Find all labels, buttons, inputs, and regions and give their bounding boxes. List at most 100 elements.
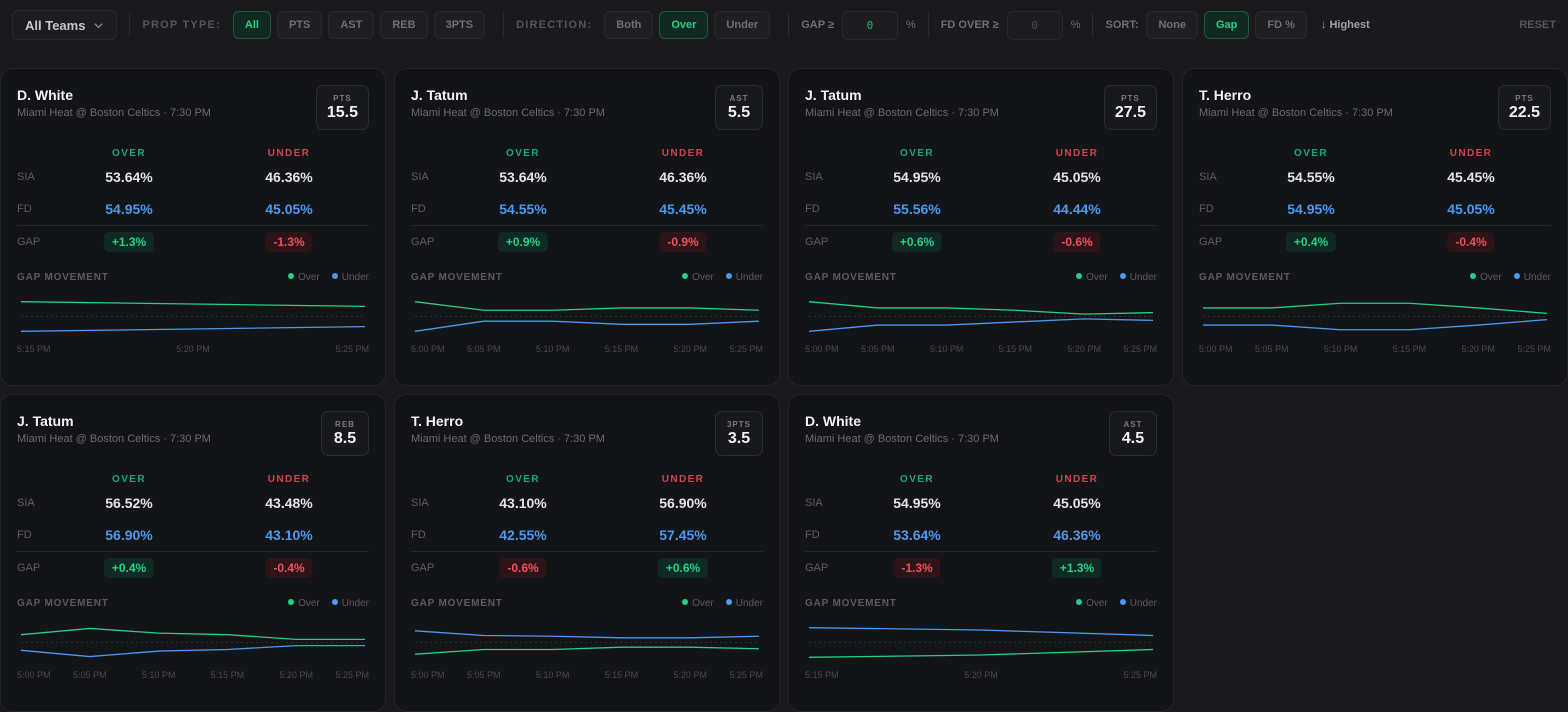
divider [129,13,131,37]
legend-under: Under [331,272,369,283]
x-tick-label: 5:00 PM [17,670,51,680]
prop-card[interactable]: J. Tatum Miami Heat @ Boston Celtics · 7… [788,68,1174,386]
prop-card[interactable]: T. Herro Miami Heat @ Boston Celtics · 7… [1182,68,1568,386]
gap-under-badge: -0.6% [1053,232,1101,252]
over-dot-icon [288,273,295,280]
x-tick-label: 5:20 PM [964,670,998,680]
sort-direction-button[interactable]: ↓ Highest [1320,19,1370,31]
fd-row-label: FD [411,529,426,541]
gap-movement-title: GAP MOVEMENT [17,598,109,609]
series-line-over [20,627,365,641]
series-line-over [1203,302,1548,315]
player-name: D. White [805,413,861,429]
fd-over-filter-label: FD OVER ≥ [940,19,999,31]
legend-under: Under [331,598,369,609]
direction-chip-both[interactable]: Both [604,11,654,39]
fd-over-value: 55.56% [893,201,941,217]
over-header: OVER [900,474,934,485]
sia-over-value: 54.95% [893,495,941,511]
sia-over-value: 53.64% [499,169,547,185]
over-header: OVER [506,474,540,485]
x-tick-label: 5:10 PM [142,670,176,680]
game-info: Miami Heat @ Boston Celtics · 7:30 PM [17,433,211,445]
prop-type-chip-3pts[interactable]: 3PTS [433,11,486,39]
x-tick-label: 5:25 PM [335,670,369,680]
prop-card[interactable]: D. White Miami Heat @ Boston Celtics · 7… [788,394,1174,712]
row-divider [17,225,369,226]
x-tick-label: 5:15 PM [17,344,51,354]
legend-under-label: Under [341,272,369,283]
gap-row-label: GAP [411,236,435,248]
legend-over-label: Over [298,598,320,609]
sort-chip-fd[interactable]: FD % [1255,11,1307,39]
legend-over: Over [288,598,320,609]
game-info: Miami Heat @ Boston Celtics · 7:30 PM [805,433,999,445]
prop-card[interactable]: J. Tatum Miami Heat @ Boston Celtics · 7… [394,68,780,386]
gap-row-label: GAP [17,236,41,248]
gap-over-badge: -1.3% [893,558,941,578]
gap-under-badge: +0.6% [657,558,709,578]
under-header: UNDER [267,474,311,485]
fd-over-value: 54.95% [1287,201,1335,217]
legend-over: Over [1470,272,1502,283]
prop-card[interactable]: J. Tatum Miami Heat @ Boston Celtics · 7… [0,394,386,712]
gap-row-label: GAP [411,562,435,574]
direction-chip-over[interactable]: Over [659,11,709,39]
series-line-under [808,627,1154,637]
gap-chart-svg: 5:00 PM 5:05 PM 5:10 PM 5:15 PM 5:20 PM 5:25 … [17,627,369,680]
prop-card[interactable]: D. White Miami Heat @ Boston Celtics · 7… [0,68,386,386]
prop-line-box: AST 5.5 [715,85,763,130]
gap-over-badge: -0.6% [499,558,547,578]
team-select[interactable]: All Teams [12,10,118,40]
prop-line-value: 5.5 [727,104,751,121]
sort-group: None Gap FD % [1146,11,1312,39]
gap-min-input[interactable] [841,10,898,40]
direction-chip-under[interactable]: Under [714,11,771,39]
divider [927,13,929,37]
prop-type-chip-pts[interactable]: PTS [276,11,323,39]
sia-row-label: SIA [805,171,823,183]
prop-type-chip-reb[interactable]: REB [380,11,428,39]
gap-row-label: GAP [805,236,829,248]
gap-movement-chart: 5:00 PM 5:05 PM 5:10 PM 5:15 PM 5:20 PM 5:25 … [411,615,763,685]
prop-type-chip-all[interactable]: All [232,11,271,39]
gap-under-badge: +1.3% [1051,558,1103,578]
gap-movement-title: GAP MOVEMENT [805,598,897,609]
fd-over-unit: % [1070,19,1081,31]
x-tick-label: 5:15 PM [999,344,1033,354]
legend-over-label: Over [1480,272,1502,283]
x-tick-label: 5:05 PM [467,670,501,680]
x-tick-label: 5:20 PM [1461,344,1495,354]
filter-toolbar: All Teams PROP TYPE: All PTS AST REB 3PTS DI… [0,0,1568,50]
fd-under-value: 46.36% [1053,527,1101,543]
chevron-down-icon [94,22,104,28]
gap-movement-title: GAP MOVEMENT [411,272,503,283]
player-name: J. Tatum [805,87,862,103]
sia-row-label: SIA [17,497,35,509]
reset-button[interactable]: RESET [1519,19,1556,31]
x-tick-label: 5:00 PM [805,344,839,354]
x-tick-label: 5:20 PM [279,670,313,680]
under-dot-icon [725,273,732,280]
fd-under-value: 45.05% [265,201,313,217]
legend-under-label: Under [1129,272,1157,283]
prop-card[interactable]: T. Herro Miami Heat @ Boston Celtics · 7… [394,394,780,712]
gap-movement-chart: 5:00 PM 5:05 PM 5:10 PM 5:15 PM 5:20 PM 5:25 … [411,289,763,359]
sort-chip-gap[interactable]: Gap [1203,11,1250,39]
gap-filter-label: GAP ≥ [801,19,834,31]
fd-over-min-input[interactable] [1006,10,1063,40]
legend-over-label: Over [1086,272,1108,283]
gap-chart-svg: 5:00 PM 5:05 PM 5:10 PM 5:15 PM 5:20 PM 5:25 … [411,301,763,354]
prop-type: AST [1123,420,1143,429]
sort-chip-none[interactable]: None [1146,11,1198,39]
series-line-over [20,301,366,308]
legend-over-label: Over [298,272,320,283]
player-name: T. Herro [411,413,464,429]
prop-type-chip-ast[interactable]: AST [328,11,375,39]
direction-label: DIRECTION: [516,19,593,31]
over-dot-icon [1076,273,1083,280]
chart-legend: Over Under [1076,272,1157,283]
gap-movement-chart: 5:15 PM 5:20 PM 5:25 PM [805,615,1157,685]
series-line-over [808,301,1154,315]
sia-over-value: 54.95% [893,169,941,185]
